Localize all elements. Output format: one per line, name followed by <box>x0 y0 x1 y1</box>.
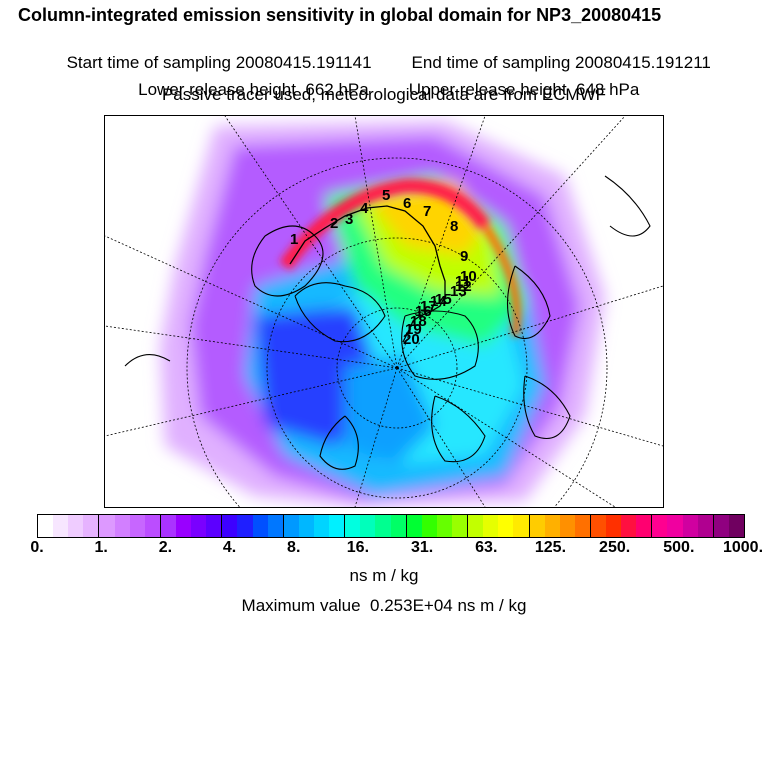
colorbar-segment <box>267 515 284 537</box>
colorbar-segment <box>390 515 407 537</box>
colorbar-segment <box>436 515 452 537</box>
colorbar-segment <box>99 515 115 537</box>
track-label: 4 <box>360 200 369 217</box>
colorbar-segment <box>283 515 299 537</box>
colorbar-segment <box>728 515 745 537</box>
track-label: 8 <box>450 218 458 235</box>
colorbar-tick-label: 0. <box>30 539 44 556</box>
colorbar-segment <box>329 515 346 537</box>
track-label: 7 <box>423 203 431 220</box>
track-label: 20 <box>403 331 420 348</box>
track-label: 12 <box>455 278 472 295</box>
colorbar-segment <box>468 515 484 537</box>
upper-release-label: Upper release height 648 hPa <box>408 80 640 99</box>
colorbar-tick-label: 16. <box>346 539 370 556</box>
colorbar-segment <box>191 515 207 537</box>
track-label: 1 <box>290 231 298 248</box>
colorbar-segment <box>529 515 545 537</box>
colorbar-segment <box>652 515 668 537</box>
start-time-label: Start time of sampling 20080415.191141 <box>66 53 372 72</box>
tracer-note: Passive tracer used, meteorological data… <box>161 85 607 104</box>
high-sensitivity-band <box>279 178 521 337</box>
colorbar-tick-label: 1000. <box>722 539 764 556</box>
end-time-label: End time of sampling 20080415.191211 <box>411 53 711 72</box>
colorbar-tick-label: 125. <box>534 539 567 556</box>
sampling-times: Start time of sampling 20080415.191141 En… <box>0 33 768 73</box>
track-label: 15 <box>435 291 452 308</box>
colorbar-segment <box>237 515 253 537</box>
coastlines <box>124 175 651 470</box>
colorbar-segment <box>636 515 653 537</box>
track-label: 13 <box>450 283 467 300</box>
colorbar-segment <box>697 515 714 537</box>
flight-track <box>289 205 446 343</box>
colorbar-segment <box>590 515 607 537</box>
colorbar-segment <box>667 515 683 537</box>
colorbar-tick-label: 31. <box>410 539 434 556</box>
track-label: 2 <box>330 215 338 232</box>
track-label: 16 <box>415 303 432 320</box>
colorbar-segment <box>83 515 100 537</box>
colorbar-segment <box>206 515 223 537</box>
colorbar-tick-label: 8. <box>287 539 301 556</box>
colorbar-segment <box>114 515 130 537</box>
map-title: Column-integrated emission sensitivity i… <box>18 5 662 25</box>
colorbar-segment <box>621 515 637 537</box>
colorbar-segment <box>544 515 560 537</box>
colorbar-tick-label: 2. <box>158 539 173 556</box>
colorbar-segment <box>574 515 591 537</box>
release-heights: Lower release height 662 hPa Upper releas… <box>0 60 768 100</box>
maximum-value: Maximum value 0.253E+04 ns m / kg <box>241 596 527 615</box>
colorbar-segment <box>129 515 145 537</box>
colorbar-segment <box>298 515 314 537</box>
colorbar-tick-label: 250. <box>599 539 631 556</box>
colorbar-segment <box>498 515 514 537</box>
colorbar-segment <box>559 515 575 537</box>
field-layers <box>160 121 605 507</box>
graticule <box>105 116 663 507</box>
colorbar-segment <box>345 515 361 537</box>
colorbar-tick-label: 63. <box>475 539 498 556</box>
colorbar-tick-label: 500. <box>663 539 695 556</box>
colorbar-segment <box>144 515 161 537</box>
colorbar-unit: ns m / kg <box>349 566 419 585</box>
lower-release-label: Lower release height 662 hPa <box>138 80 369 99</box>
track-label: 9 <box>460 248 468 265</box>
colorbar-segment <box>713 515 729 537</box>
track-label: 11 <box>455 273 471 290</box>
track-label: 17 <box>420 298 437 315</box>
colorbar-segment <box>68 515 84 537</box>
colorbar-segment <box>313 515 330 537</box>
track-label: 5 <box>382 187 390 204</box>
polar-map: 1 2 3 4 5 6 7 8 9 10 11 12 13 14 15 16 17 18 19 20 <box>104 115 664 508</box>
track-label: 10 <box>460 268 477 285</box>
colorbar-segment <box>360 515 376 537</box>
colorbar-segment <box>421 515 437 537</box>
colorbar-segment <box>451 515 469 537</box>
colorbar-segment <box>406 515 422 537</box>
colorbar-segment <box>38 515 54 537</box>
colorbar-segment <box>682 515 698 537</box>
track-label: 6 <box>403 195 411 212</box>
track-label: 18 <box>410 313 427 330</box>
colorbar <box>37 514 745 538</box>
track-label: 3 <box>345 211 353 228</box>
colorbar-segment <box>606 515 622 537</box>
track-label: 19 <box>405 321 422 338</box>
colorbar-segment <box>222 515 238 537</box>
colorbar-segment <box>160 515 176 537</box>
colorbar-segment <box>175 515 192 537</box>
track-label: 14 <box>430 293 447 310</box>
colorbar-segment <box>252 515 268 537</box>
colorbar-segment <box>483 515 499 537</box>
colorbar-segment <box>53 515 69 537</box>
colorbar-segment <box>375 515 391 537</box>
colorbar-segment <box>513 515 530 537</box>
colorbar-tick-label: 1. <box>94 539 108 556</box>
colorbar-tick-label: 4. <box>222 539 237 556</box>
